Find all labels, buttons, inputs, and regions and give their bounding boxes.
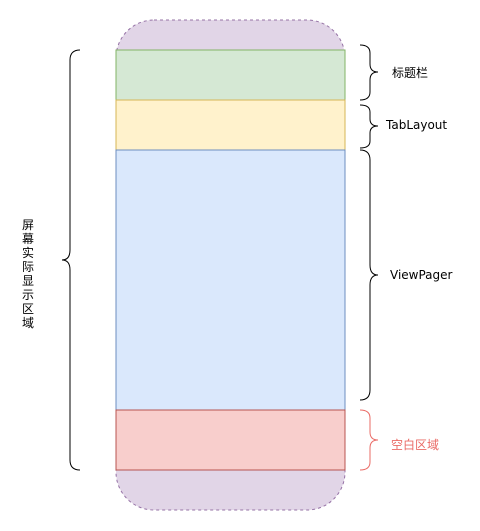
label-screen-area-char: 幕 [22, 232, 34, 246]
label-screen-area-char: 示 [22, 288, 34, 302]
label-title-bar: 标题栏 [392, 65, 428, 80]
brace-view-pager [359, 149, 379, 401]
brace-screen-area [61, 49, 81, 471]
label-screen-area-char: 域 [22, 316, 34, 330]
label-tab-layout: TabLayout [385, 118, 447, 132]
label-view-pager: ViewPager [390, 268, 453, 282]
brace-tab-layout [359, 104, 379, 149]
brace-title-bar [359, 44, 379, 101]
title-bar-region [115, 49, 346, 101]
blank-region [115, 409, 346, 471]
view-pager-region [115, 149, 346, 411]
tab-layout-region [115, 99, 346, 151]
label-screen-area-char: 实 [22, 245, 34, 260]
label-screen-area-char: 区 [22, 302, 34, 316]
label-screen-area-char: 际 [22, 260, 34, 274]
brace-blank-area [359, 409, 379, 471]
label-blank-area: 空白区域 [391, 437, 439, 452]
label-screen-area-char: 屏 [22, 218, 34, 232]
label-screen-area-char: 显 [22, 274, 34, 288]
